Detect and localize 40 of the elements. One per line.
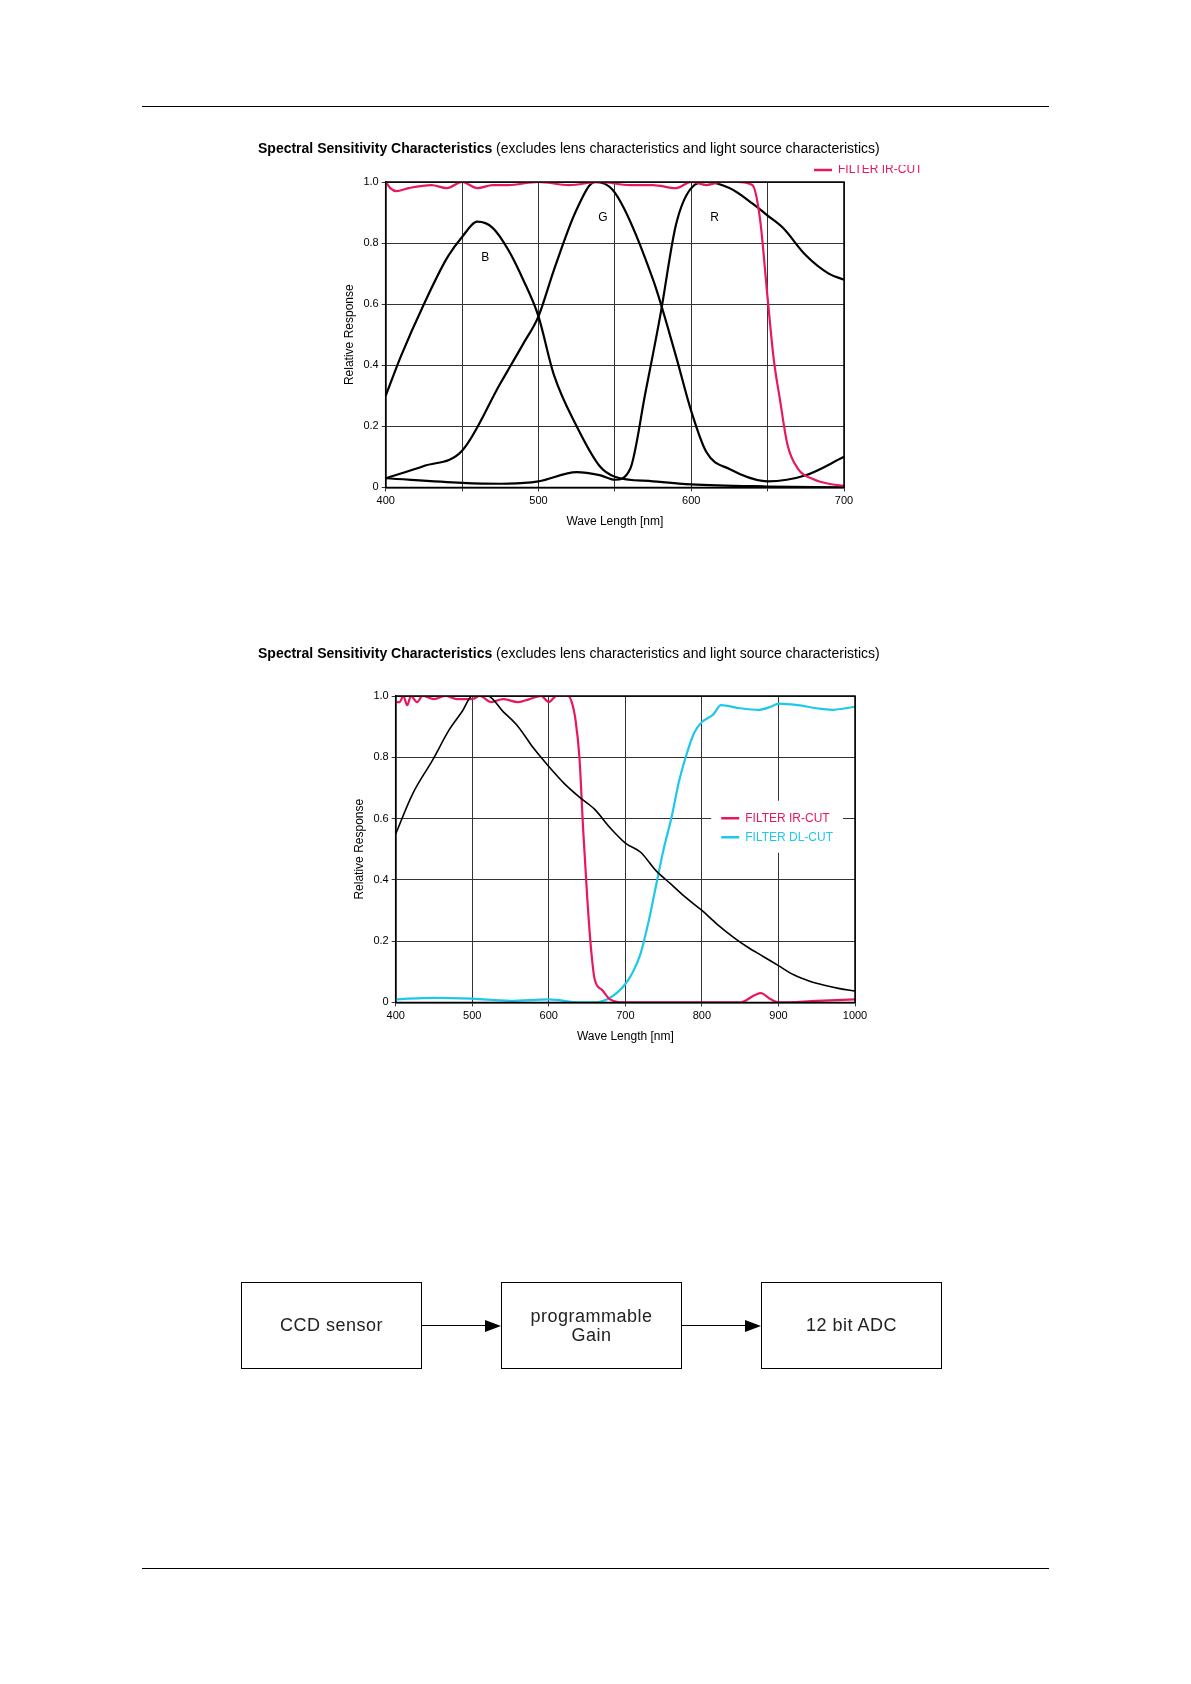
y-tick-label: 0.8 [363, 236, 379, 249]
y-tick-label: 0.2 [373, 934, 389, 947]
series-label: G [598, 210, 608, 225]
block-box: programmable Gain [501, 1282, 682, 1369]
legend-label: FILTER DL-CUT [745, 829, 834, 844]
x-tick-label: 400 [386, 1009, 405, 1022]
x-tick-label: 900 [769, 1009, 788, 1022]
chart-subtitle: (excludes lens characteristics and light source characteristics) [495, 140, 880, 156]
x-tick-label: 500 [463, 1009, 482, 1022]
x-tick-label: 700 [834, 494, 854, 507]
y-tick-label: 0.4 [373, 872, 389, 885]
x-tick-label: 600 [682, 494, 701, 507]
chart-title: Spectral Sensitivity Characteristics [258, 645, 493, 661]
y-tick-label: 0.2 [363, 419, 379, 432]
y-axis-title: Relative Response [341, 284, 356, 386]
x-tick-label: 1000 [842, 1009, 868, 1022]
x-tick-label: 600 [539, 1009, 558, 1022]
x-tick-label: 700 [616, 1009, 635, 1022]
y-tick-label: 0.8 [373, 750, 389, 763]
block-box: 12 bit ADC [761, 1282, 942, 1369]
y-tick-label: 0 [372, 480, 379, 493]
chart-title: Spectral Sensitivity Characteristics [258, 140, 493, 156]
x-tick-label: 800 [692, 1009, 712, 1022]
series-label: B [481, 250, 490, 265]
y-tick-label: 0.6 [373, 811, 389, 824]
legend-label: FILTER IR-CUT [745, 810, 831, 825]
legend-label: FILTER IR-CUT [838, 162, 924, 177]
x-tick-label: 500 [529, 494, 548, 507]
block-box: CCD sensor [241, 1282, 422, 1369]
chart-subtitle: (excludes lens characteristics and light source characteristics) [495, 645, 880, 661]
x-axis-title: Wave Length [nm] [566, 514, 664, 529]
x-axis-title: Wave Length [nm] [576, 1029, 674, 1044]
x-tick-label: 400 [376, 494, 395, 507]
y-tick-label: 0.6 [363, 297, 379, 310]
text: R [710, 210, 720, 225]
y-tick-label: 1.0 [373, 689, 389, 702]
y-tick-label: 0 [382, 995, 389, 1008]
y-tick-label: 1.0 [363, 175, 379, 188]
y-tick-label: 0.4 [363, 358, 379, 371]
y-axis-title: Relative Response [351, 798, 366, 900]
